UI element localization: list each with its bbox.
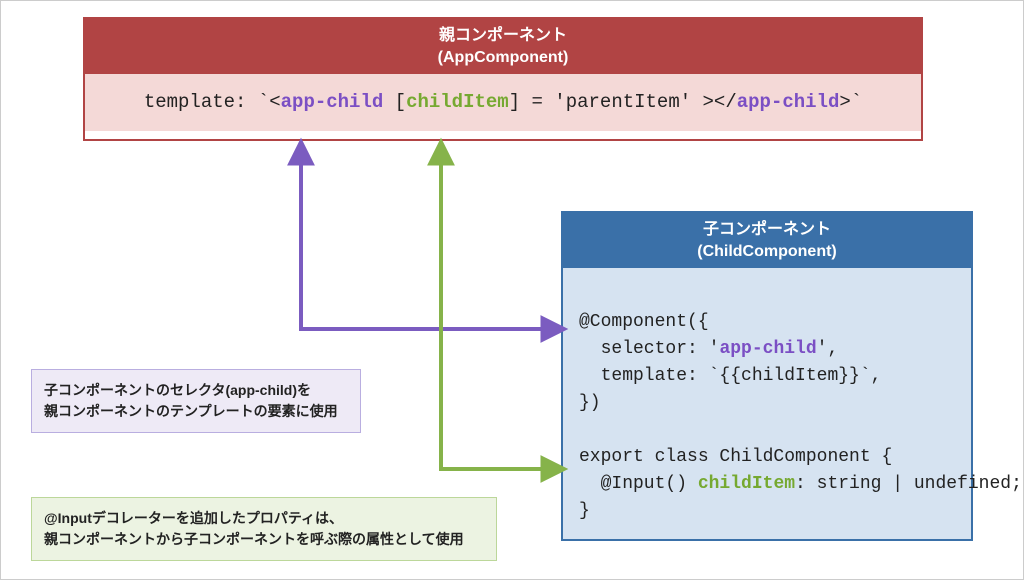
c-l2c: ', (817, 339, 839, 359)
parent-body: template: `<app-child [childItem] = 'par… (85, 74, 921, 131)
parent-title-line2: (AppComponent) (438, 49, 569, 66)
child-header: 子コンポーネント (ChildComponent) (563, 213, 971, 268)
c-l8: } (579, 501, 590, 521)
tag-app-child-close: app-child (737, 91, 840, 113)
attr-childItem: childItem (406, 91, 509, 113)
parent-component-box: 親コンポーネント (AppComponent) template: `<app-… (83, 17, 923, 141)
c-l4: }) (579, 393, 601, 413)
arrow-green-to-parent (441, 147, 559, 469)
template-prefix: template: `< (144, 91, 281, 113)
note-purple-l1: 子コンポーネントのセレクタ(app-child)を (44, 382, 311, 398)
child-body: @Component({ selector: 'app-child', temp… (563, 268, 971, 539)
c-l6: export class ChildComponent { (579, 447, 892, 467)
selector-app-child: app-child (719, 339, 816, 359)
c-l2a: selector: ' (579, 339, 719, 359)
tag-app-child-open: app-child (281, 91, 384, 113)
c-l7c: : string | undefined; (795, 474, 1022, 494)
c-l7a: @Input() (579, 474, 698, 494)
input-childItem: childItem (698, 474, 795, 494)
note-input-decorator: @Inputデコレーターを追加したプロパティは、 親コンポーネントから子コンポー… (31, 497, 497, 561)
template-suffix: >` (839, 91, 862, 113)
c-l3: template: `{{childItem}}`, (579, 366, 881, 386)
parent-header: 親コンポーネント (AppComponent) (85, 19, 921, 74)
note-selector-usage: 子コンポーネントのセレクタ(app-child)を 親コンポーネントのテンプレー… (31, 369, 361, 433)
diagram-canvas: 親コンポーネント (AppComponent) template: `<app-… (0, 0, 1024, 580)
note-purple-l2: 親コンポーネントのテンプレートの要素に使用 (44, 403, 338, 419)
child-title-line1: 子コンポーネント (703, 221, 831, 238)
mid: ] = 'parentItem' ></ (509, 91, 737, 113)
arrow-purple-to-parent (301, 147, 559, 329)
c-l1: @Component({ (579, 312, 709, 332)
note-green-l1: @Inputデコレーターを追加したプロパティは、 (44, 510, 343, 526)
child-component-box: 子コンポーネント (ChildComponent) @Component({ s… (561, 211, 973, 541)
parent-title-line1: 親コンポーネント (439, 27, 567, 44)
child-title-line2: (ChildComponent) (697, 243, 837, 260)
sp1: [ (383, 91, 406, 113)
note-green-l2: 親コンポーネントから子コンポーネントを呼ぶ際の属性として使用 (44, 531, 464, 547)
